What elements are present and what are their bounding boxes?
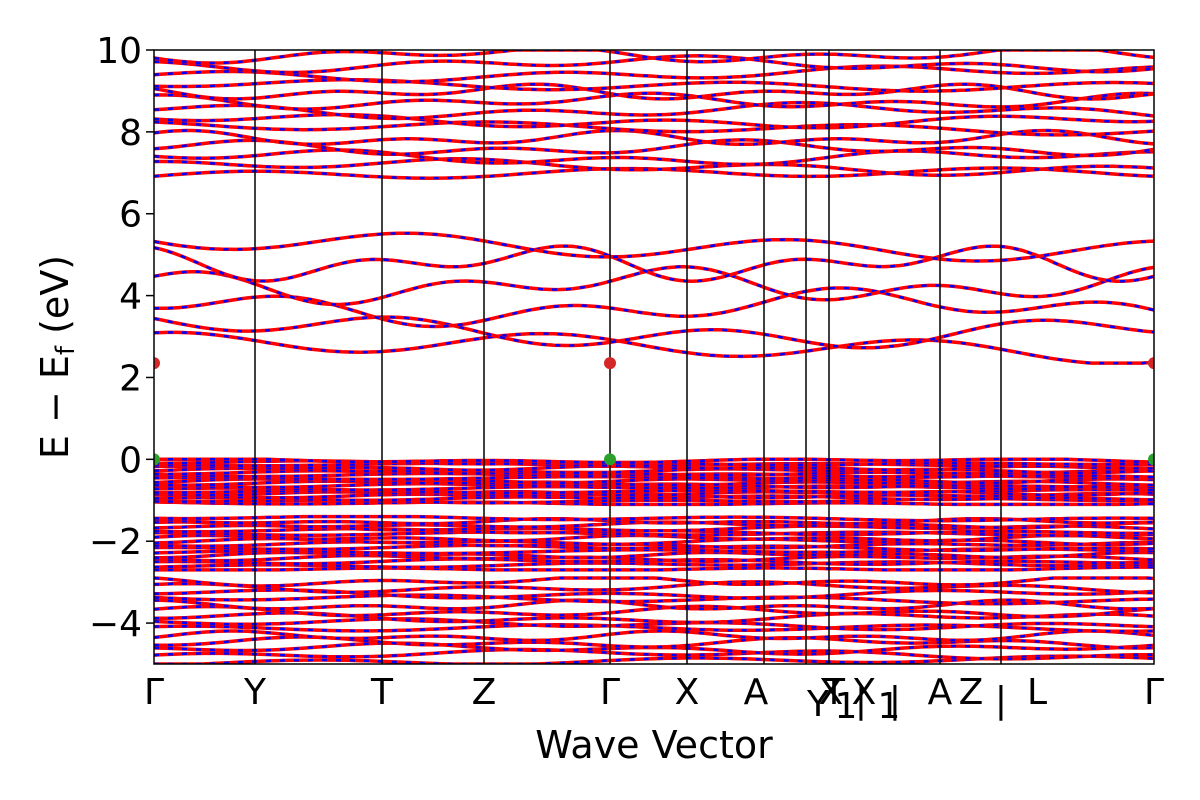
- y-tick-label: 6: [119, 195, 142, 236]
- band-line-spin-up: [154, 484, 1154, 492]
- band-line-spin-up: [154, 77, 1154, 93]
- x-tick-label: X: [675, 672, 700, 713]
- band-line-spin-up: [154, 457, 1154, 465]
- x-tick-label: L: [1027, 672, 1047, 713]
- band-line-spin-up: [154, 629, 1154, 643]
- y-axis-title: E − Ef (eV): [33, 255, 81, 459]
- band-line-spin-up: [154, 576, 1154, 588]
- x-tick-label: |: [889, 680, 901, 721]
- y-tick-label: 8: [119, 113, 142, 154]
- x-tick-label: 1: [835, 686, 858, 727]
- plot-frame: [153, 49, 1155, 665]
- band-line-spin-up: [154, 604, 1154, 619]
- band-line-spin-up: [154, 120, 1154, 137]
- x-axis-title: Wave Vector: [535, 723, 773, 767]
- band-line-spin-up: [154, 598, 1154, 611]
- x-tick-label: Γ: [144, 672, 164, 713]
- y-tick-label: 2: [119, 358, 142, 399]
- band-line-spin-up: [154, 64, 1154, 84]
- y-tick-label: 4: [119, 277, 142, 318]
- x-tick-label: Z: [959, 672, 984, 713]
- y-axis-title-unit: (eV): [33, 255, 77, 346]
- x-tick-label: |: [855, 680, 867, 721]
- band-line-spin-up: [154, 500, 1154, 507]
- x-tick-label: X: [819, 672, 844, 713]
- x-tick-label: Y: [806, 684, 830, 725]
- band-line-spin-up: [154, 461, 1154, 468]
- vbm-marker: [1148, 453, 1154, 466]
- band-line-spin-up: [154, 466, 1154, 475]
- band-line-spin-up: [154, 91, 1154, 111]
- y-tick-label: −4: [89, 604, 142, 645]
- x-tick-label: Z: [472, 672, 497, 713]
- x-tick-label: Γ: [600, 672, 620, 713]
- vbm-marker: [604, 453, 616, 466]
- band-line-spin-up: [154, 138, 1154, 158]
- band-line-spin-up: [154, 593, 1154, 606]
- band-line-spin-up: [154, 560, 1154, 570]
- x-tick-label: Γ: [1144, 672, 1164, 713]
- y-tick-label: −2: [89, 522, 142, 563]
- x-tick-label: |: [995, 680, 1007, 721]
- band-lines: [154, 50, 1154, 664]
- cbm-marker: [604, 357, 616, 370]
- band-line-spin-down: [154, 265, 1154, 306]
- cbm-marker: [1148, 357, 1154, 370]
- cbm-marker: [154, 357, 160, 370]
- band-line-spin-up: [154, 50, 1154, 65]
- x-tick-label: T: [370, 672, 394, 713]
- band-line-spin-up: [154, 565, 1154, 572]
- band-line-spin-down: [154, 315, 1154, 350]
- x-tick-label: Y: [243, 672, 267, 713]
- band-line-spin-up: [154, 494, 1154, 503]
- y-axis-title-main: E − E: [33, 355, 77, 459]
- x-tick-label: A: [928, 672, 953, 713]
- y-axis-ticks: −4 −2 0 2 4 6 8 10: [89, 31, 154, 645]
- y-tick-label: 0: [119, 440, 142, 481]
- x-tick-label: X: [852, 672, 877, 713]
- band-line-spin-up: [154, 157, 1154, 177]
- band-line-spin-up: [154, 148, 1154, 167]
- band-line-spin-up: [154, 543, 1154, 553]
- band-line-spin-up: [154, 112, 1154, 130]
- x-axis-ticks: Γ Y T Z Γ X A YX1| 1|T X A Z | L Γ: [144, 672, 1164, 727]
- band-line-spin-up: [154, 128, 1154, 147]
- band-line-spin-up: [154, 330, 1154, 365]
- band-line-spin-up: [154, 231, 1154, 263]
- y-tick-label: 10: [96, 31, 142, 72]
- band-line-spin-down: [154, 244, 1154, 283]
- band-line-spin-up: [154, 100, 1154, 121]
- band-line-spin-down: [154, 286, 1154, 328]
- band-line-spin-up: [154, 514, 1154, 523]
- band-line-spin-up: [154, 82, 1154, 101]
- y-axis-title-subscript: f: [51, 345, 81, 355]
- x-tick-label: 1: [878, 686, 901, 727]
- band-line-spin-up: [154, 530, 1154, 538]
- vbm-marker: [154, 453, 160, 466]
- band-line-spin-up: [154, 647, 1154, 661]
- band-line-spin-up: [154, 617, 1154, 632]
- x-tick-label: T: [822, 672, 846, 713]
- high-symmetry-lines: [254, 50, 1002, 664]
- band-extrema-markers: [154, 357, 1154, 466]
- x-tick-label: A: [744, 672, 769, 713]
